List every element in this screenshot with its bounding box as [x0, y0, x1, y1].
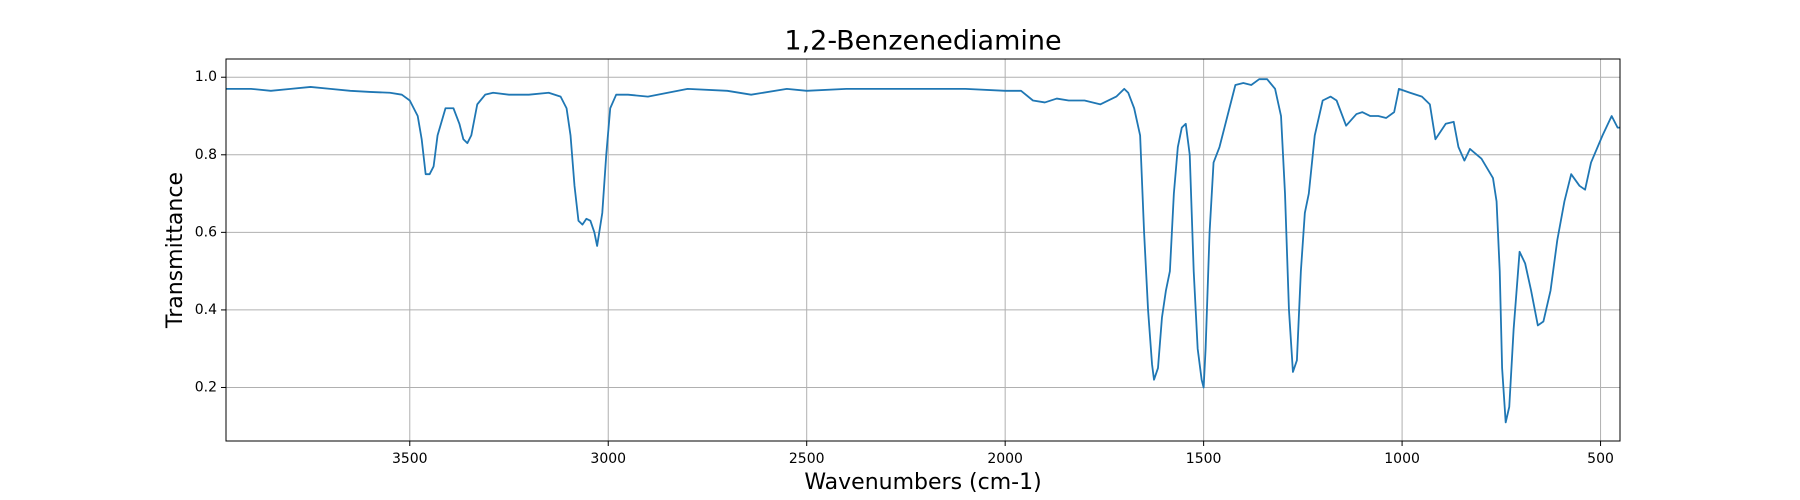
y-axis-label: Transmittance: [163, 172, 188, 329]
plot-frame: [225, 58, 1621, 442]
y-tick-label: 0.2: [195, 379, 217, 395]
x-tick-label: 500: [1587, 451, 1614, 467]
x-tick-label: 1500: [1186, 451, 1222, 467]
y-tick-label: 0.4: [195, 302, 217, 318]
spectrum-line: [226, 78, 1620, 424]
chart-title: 1,2-Benzenediamine: [784, 26, 1061, 57]
y-tick-label: 0.6: [195, 224, 217, 240]
y-tick-label: 0.8: [195, 147, 217, 163]
x-tick-label: 3500: [392, 451, 428, 467]
x-axis-label: Wavenumbers (cm-1): [804, 470, 1041, 495]
y-tick-label: 1.0: [195, 69, 217, 85]
x-tick-label: 2000: [987, 451, 1023, 467]
x-tick-label: 2500: [789, 451, 825, 467]
x-tick-label: 3000: [590, 451, 626, 467]
x-tick-label: 1000: [1384, 451, 1420, 467]
